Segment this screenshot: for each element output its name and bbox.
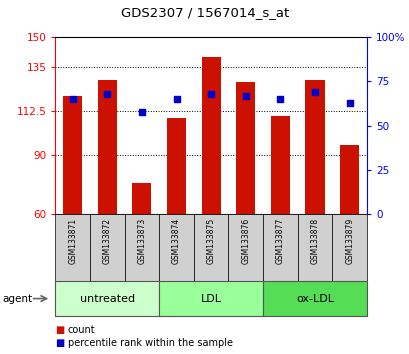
Bar	[305, 80, 324, 214]
Bar	[228, 214, 263, 281]
Bar	[55, 214, 90, 281]
Text: GSM133873: GSM133873	[137, 217, 146, 264]
Bar	[97, 80, 117, 214]
Bar	[339, 145, 358, 214]
Bar	[124, 214, 159, 281]
Bar	[270, 116, 289, 214]
Point	[242, 93, 248, 98]
Point	[173, 96, 180, 102]
Bar	[193, 214, 228, 281]
Text: GSM133877: GSM133877	[275, 217, 284, 264]
Text: untreated: untreated	[79, 293, 135, 304]
Point	[207, 91, 214, 97]
Text: agent: agent	[2, 293, 32, 304]
Bar	[236, 82, 255, 214]
Bar	[55, 281, 159, 316]
Point	[276, 96, 283, 102]
Bar	[132, 183, 151, 214]
Bar	[297, 214, 332, 281]
Bar	[159, 281, 263, 316]
Text: ■: ■	[55, 338, 65, 348]
Bar	[166, 118, 186, 214]
Text: LDL: LDL	[200, 293, 221, 304]
Point	[311, 89, 317, 95]
Bar	[263, 281, 366, 316]
Point	[346, 100, 352, 105]
Bar	[332, 214, 366, 281]
Bar	[159, 214, 193, 281]
Bar	[63, 96, 82, 214]
Bar	[263, 214, 297, 281]
Point	[138, 109, 145, 114]
Text: GSM133874: GSM133874	[172, 217, 181, 264]
Text: GSM133875: GSM133875	[206, 217, 215, 264]
Point	[104, 91, 110, 97]
Bar	[90, 214, 124, 281]
Text: GSM133871: GSM133871	[68, 217, 77, 264]
Bar	[201, 57, 220, 214]
Text: GSM133872: GSM133872	[103, 217, 112, 264]
Text: ■: ■	[55, 325, 65, 335]
Text: GSM133876: GSM133876	[240, 217, 249, 264]
Point	[69, 96, 76, 102]
Text: GSM133879: GSM133879	[344, 217, 353, 264]
Text: count: count	[67, 325, 95, 335]
Text: GSM133878: GSM133878	[310, 217, 319, 264]
Text: percentile rank within the sample: percentile rank within the sample	[67, 338, 232, 348]
Text: ox-LDL: ox-LDL	[295, 293, 333, 304]
Text: GDS2307 / 1567014_s_at: GDS2307 / 1567014_s_at	[121, 6, 288, 19]
